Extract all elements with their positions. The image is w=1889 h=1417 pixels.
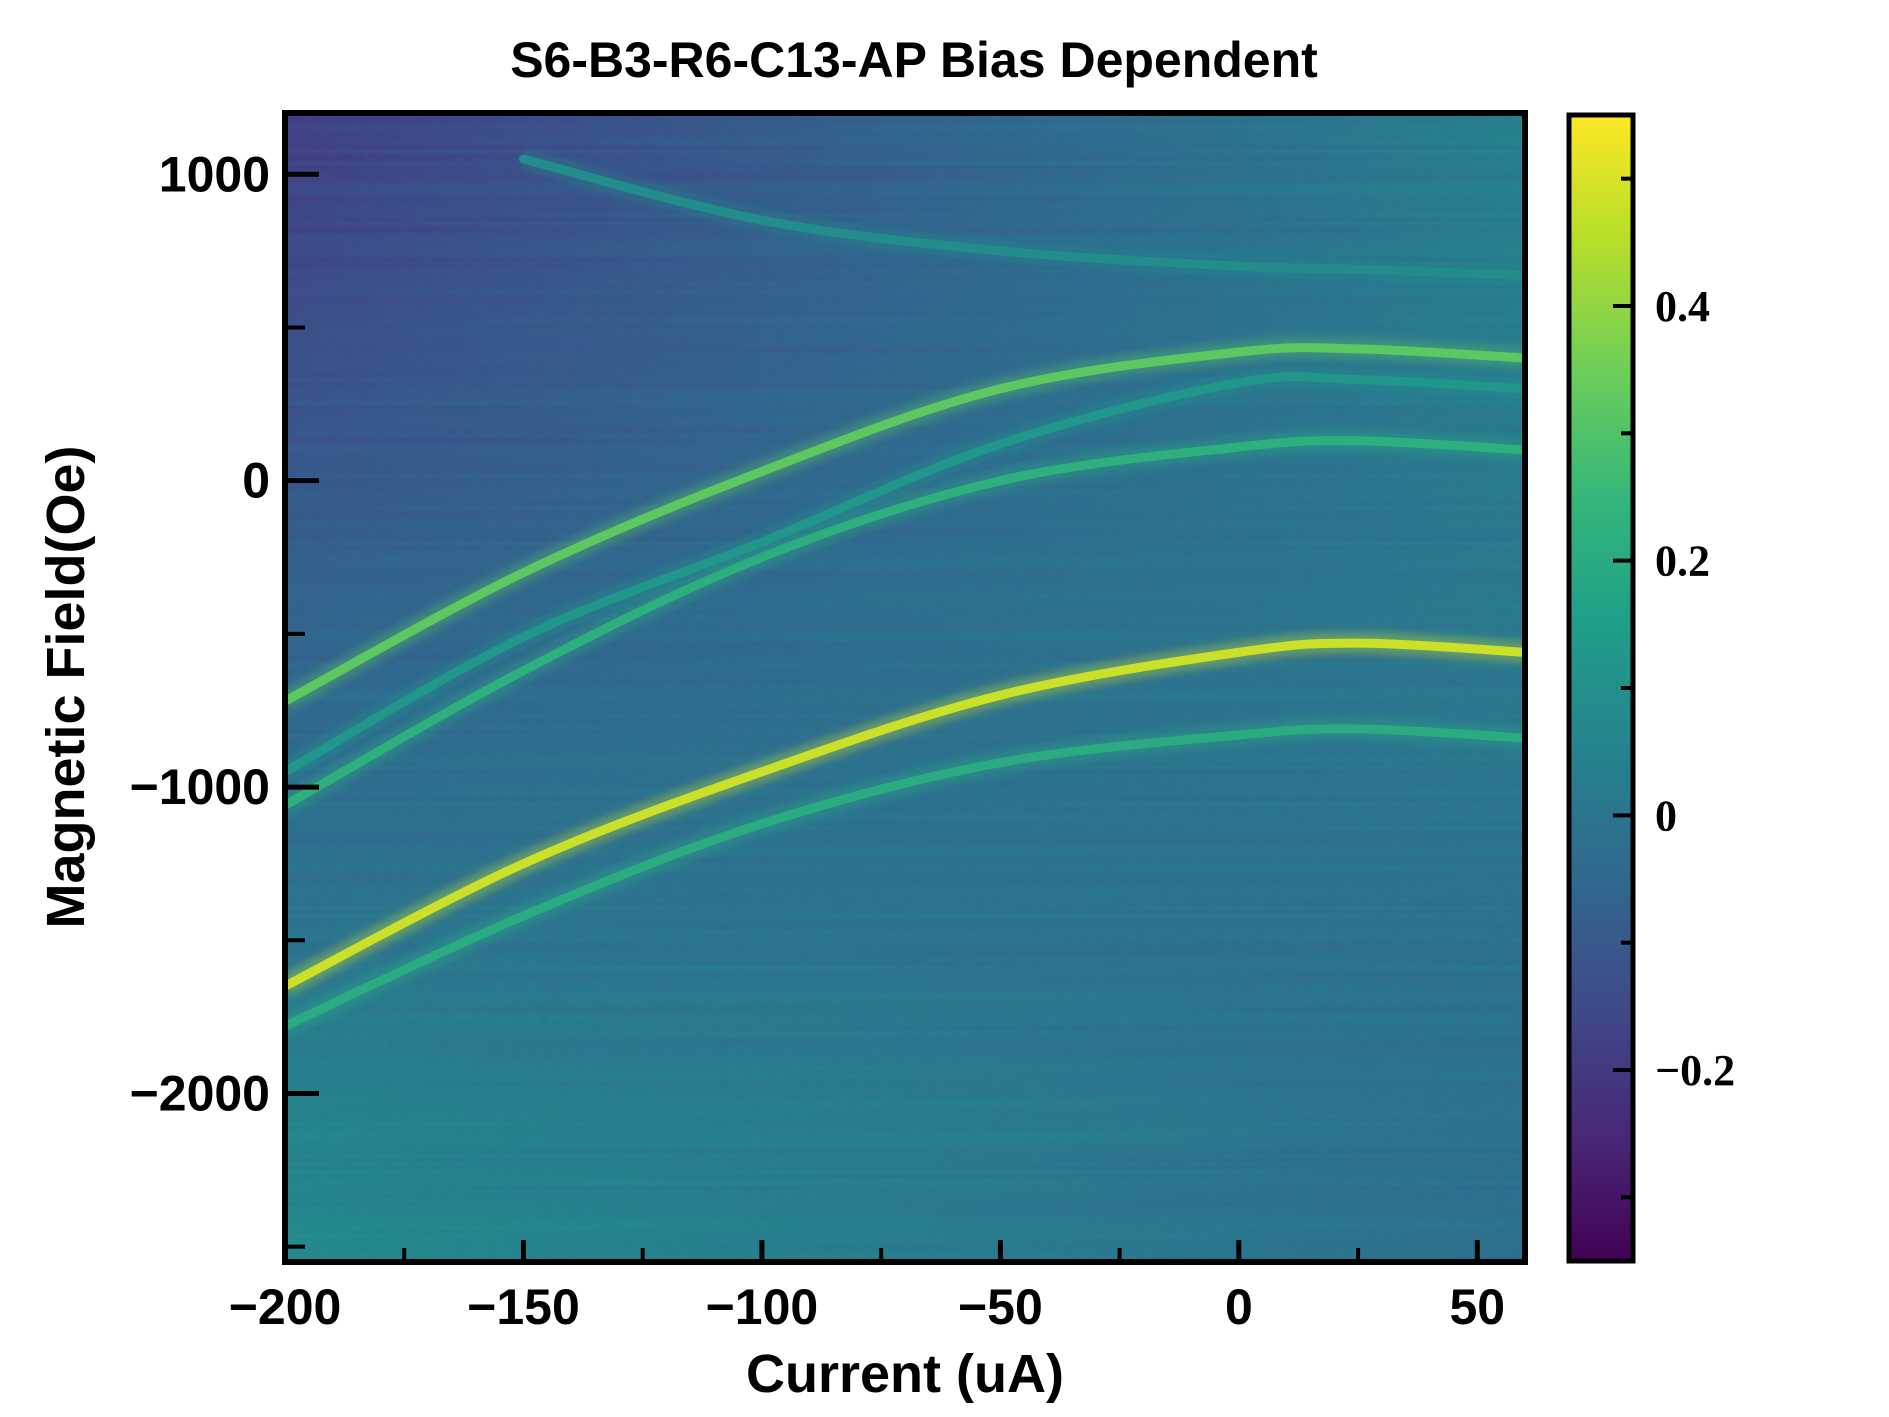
resonance-line-5 — [285, 717, 1525, 1037]
x-axis: −200 −150 −100 −50 0 50 — [229, 1240, 1505, 1335]
x-axis-label: Current (uA) — [746, 1344, 1064, 1404]
colorbar-tick-label: 0.4 — [1655, 282, 1710, 331]
resonance-line-1 — [285, 336, 1525, 711]
resonance-line-6 — [519, 148, 1525, 287]
plot-area — [282, 110, 1528, 1265]
y-axis-label: Magnetic Field(Oe) — [36, 445, 96, 928]
x-tick-label: 0 — [1225, 1279, 1253, 1335]
resonance-line-core — [285, 436, 1525, 810]
resonance-line-core — [285, 638, 1525, 991]
resonance-line-core — [285, 343, 1525, 706]
x-tick-label: 50 — [1449, 1279, 1505, 1335]
plot-frame — [282, 110, 1528, 1265]
y-axis: −2000 −1000 0 1000 — [130, 146, 319, 1249]
resonance-line-core — [519, 154, 1525, 280]
y-tick-label: −1000 — [130, 759, 270, 815]
x-tick-label: −100 — [706, 1279, 819, 1335]
chart-title: S6-B3-R6-C13-AP Bias Dependent — [510, 32, 1318, 88]
x-tick-label: −200 — [229, 1279, 342, 1335]
colorbar-ticks: −0.2 0 0.2 0.4 — [1613, 176, 1735, 1200]
colorbar-tick-label: 0.2 — [1655, 537, 1710, 586]
colorbar: −0.2 0 0.2 0.4 — [1566, 112, 1735, 1264]
resonance-line-2 — [285, 429, 1525, 816]
resonance-line-3 — [285, 365, 1525, 782]
colorbar-tick-label: 0 — [1655, 791, 1677, 840]
resonance-line-4 — [285, 632, 1525, 996]
y-tick-label: −2000 — [130, 1065, 270, 1121]
x-tick-label: −150 — [467, 1279, 580, 1335]
resonance-line-core — [285, 372, 1525, 777]
resonance-lines-layer — [285, 148, 1525, 1037]
y-tick-label: 0 — [242, 453, 270, 509]
x-tick-label: −50 — [958, 1279, 1043, 1335]
colorbar-tick-label: −0.2 — [1655, 1046, 1735, 1095]
y-tick-label: 1000 — [159, 146, 270, 202]
resonance-line-core — [285, 724, 1525, 1031]
